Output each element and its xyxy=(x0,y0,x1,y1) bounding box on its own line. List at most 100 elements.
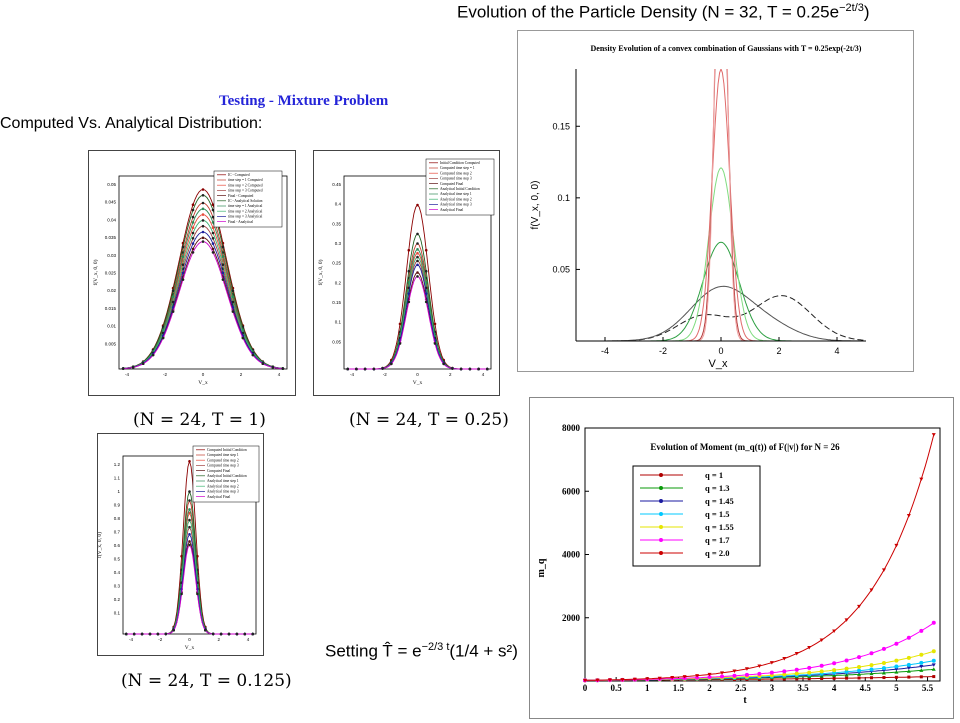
legend-marker xyxy=(659,538,663,542)
data-marker xyxy=(191,247,195,251)
y-tick-label: 0.05 xyxy=(552,264,570,274)
plot-frame xyxy=(343,175,492,370)
data-marker xyxy=(181,255,185,258)
data-marker xyxy=(188,490,191,493)
data-marker xyxy=(486,367,489,371)
legend-entry: q = 1 xyxy=(705,470,723,480)
data-marker xyxy=(219,632,223,636)
data-marker xyxy=(416,203,419,207)
data-marker xyxy=(757,664,762,669)
data-marker xyxy=(201,194,205,197)
data-marker xyxy=(407,269,411,273)
data-marker xyxy=(583,678,587,683)
data-marker xyxy=(221,263,225,266)
data-marker xyxy=(844,618,849,622)
legend-entry: Analytical Initial Condition xyxy=(440,187,480,191)
data-marker xyxy=(695,675,700,680)
y-tick-label: 0.1 xyxy=(335,320,342,325)
data-marker xyxy=(231,289,235,292)
data-marker xyxy=(355,367,358,371)
data-marker xyxy=(857,668,862,673)
x-tick-label: 0 xyxy=(416,372,419,377)
legend-entry: Analytical time step 1 xyxy=(440,192,472,196)
legend-entry: Analytical Final xyxy=(207,495,230,499)
data-marker xyxy=(433,342,437,345)
y-tick-label: 0.01 xyxy=(107,324,116,329)
legend-entry: Analytical time step 3 xyxy=(207,490,239,494)
x-tick-label: 2 xyxy=(240,372,243,377)
data-marker xyxy=(906,655,911,660)
top-title-exponent: −2t/3 xyxy=(839,2,864,14)
data-marker xyxy=(919,660,924,665)
data-marker xyxy=(191,221,195,224)
y-tick-label: 0.25 xyxy=(332,261,341,266)
data-marker xyxy=(131,366,135,369)
y-tick-label: 0.6 xyxy=(114,543,121,548)
data-marker xyxy=(744,672,749,677)
y-axis-label: f(V_x, 0, 0) xyxy=(317,259,324,285)
data-marker xyxy=(188,525,191,529)
panel-n24-t025-plot: 0.45 0.4 0.35 0.3 0.25 0.2 0.15 0.1 0.05 -4 -2 0 2 4 V… xyxy=(317,158,495,386)
data-marker xyxy=(845,676,849,680)
data-marker xyxy=(132,632,136,636)
data-marker xyxy=(931,658,936,663)
data-marker xyxy=(181,245,185,249)
data-marker xyxy=(180,592,183,596)
data-marker xyxy=(188,533,191,536)
data-marker xyxy=(919,652,924,657)
plot-frame xyxy=(122,455,257,635)
x-axis-label: V_x xyxy=(413,380,423,386)
curve xyxy=(347,204,488,370)
curve xyxy=(123,237,283,369)
legend-marker xyxy=(659,525,663,529)
legend-marker xyxy=(659,551,663,555)
data-marker xyxy=(140,632,144,636)
y-tick-label: 2000 xyxy=(562,613,581,623)
data-marker xyxy=(906,669,911,673)
data-marker xyxy=(807,645,812,650)
chart-title: Density Evolution of a convex combinatio… xyxy=(591,44,862,53)
data-marker xyxy=(807,665,812,670)
y-tick-label: 0.7 xyxy=(114,530,121,535)
y-tick-label: 1.2 xyxy=(114,462,121,467)
data-marker xyxy=(121,367,125,370)
x-tick-label: -2 xyxy=(163,372,167,377)
y-tick-label: 0.015 xyxy=(105,306,117,311)
x-tick-label: 0.5 xyxy=(611,683,623,693)
data-marker xyxy=(416,259,419,263)
data-marker xyxy=(881,660,886,665)
data-marker xyxy=(807,670,812,675)
curve xyxy=(347,256,488,370)
x-tick-label: 2 xyxy=(449,372,452,377)
data-marker xyxy=(844,666,849,671)
data-marker xyxy=(416,263,419,267)
x-tick-label: 3 xyxy=(770,683,775,693)
curve xyxy=(347,264,488,370)
moment-chart: Evolution of Moment (m_q(t)) of F(|v|) f… xyxy=(536,423,941,706)
data-marker xyxy=(148,632,152,636)
data-marker xyxy=(181,263,185,266)
data-marker xyxy=(931,663,936,667)
data-marker xyxy=(632,677,637,682)
legend-entry: Computed Initial Condition xyxy=(207,448,247,452)
panel-n24-t1-plot: 0.05 0.045 0.04 0.035 0.03 0.025 0.02 0.015 0.01… xyxy=(92,170,288,386)
data-marker xyxy=(844,669,849,674)
data-marker xyxy=(931,667,936,671)
setting-tail: (1/4 + s²) xyxy=(449,641,518,661)
data-marker xyxy=(416,242,419,245)
legend-entry: Computed time step = 1 xyxy=(440,166,475,170)
data-marker xyxy=(211,242,215,245)
y-tick-label: 0.3 xyxy=(335,241,342,246)
setting-text: Setting T̂ = e xyxy=(325,641,422,661)
x-tick-label: 4 xyxy=(834,346,839,356)
y-tick-label: 0.9 xyxy=(114,503,121,508)
data-marker xyxy=(424,269,428,273)
data-marker xyxy=(201,188,205,191)
data-marker xyxy=(894,670,899,674)
data-marker xyxy=(819,638,824,643)
panel-n24-t1: 0.05 0.045 0.04 0.035 0.03 0.025 0.02 0.015 0.01… xyxy=(88,150,296,396)
density-series-line xyxy=(576,69,866,341)
data-marker xyxy=(227,632,231,636)
data-marker xyxy=(819,663,824,668)
x-tick-label: -4 xyxy=(350,372,354,377)
